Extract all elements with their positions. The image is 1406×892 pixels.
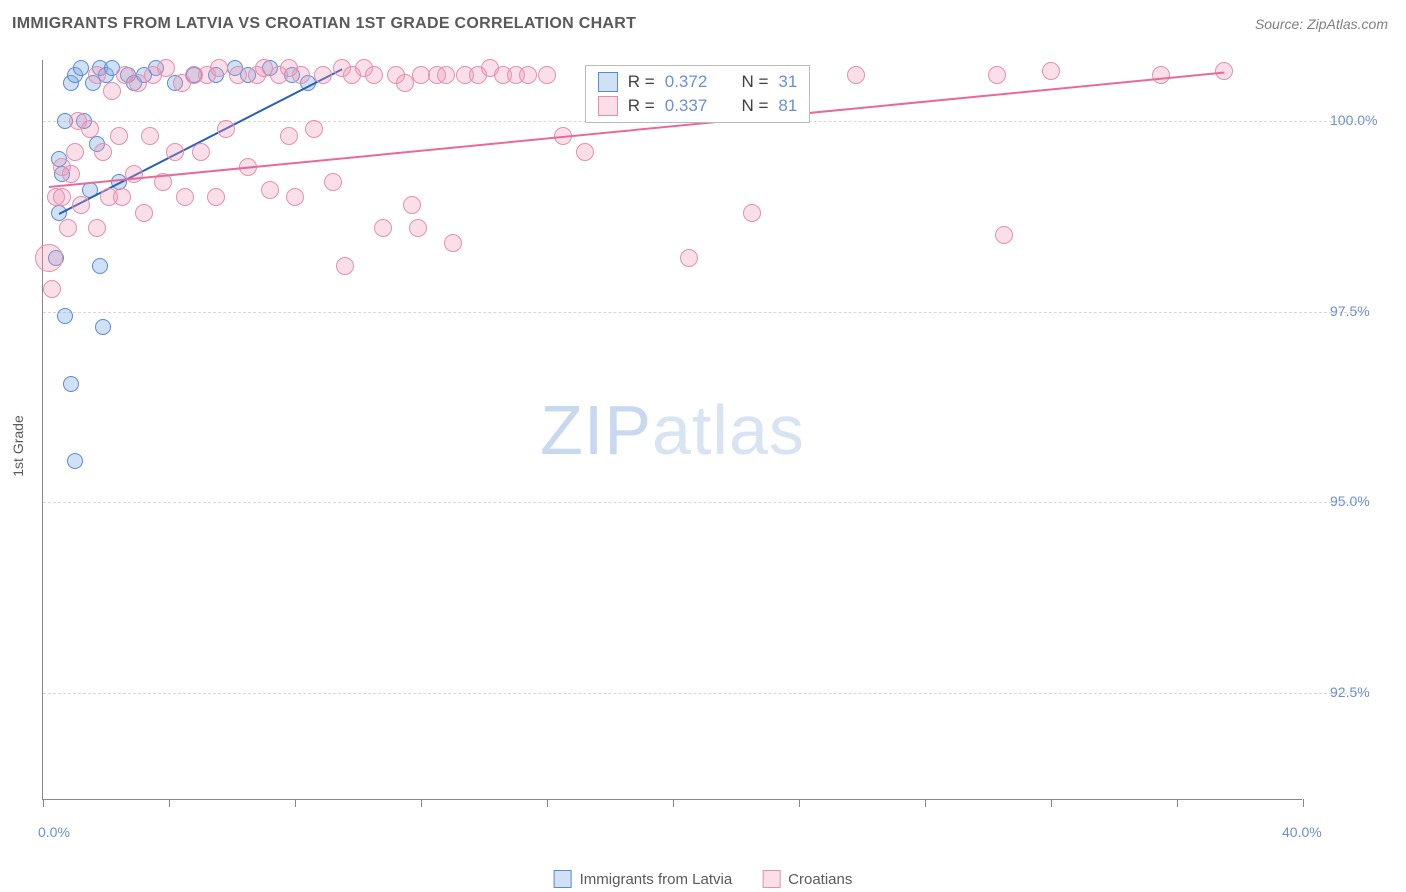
gridline-h <box>43 312 1362 313</box>
y-axis-label: 1st Grade <box>10 415 26 476</box>
data-point <box>1042 62 1060 80</box>
data-point <box>88 66 106 84</box>
data-point <box>988 66 1006 84</box>
data-point <box>125 165 143 183</box>
x-tick <box>1177 799 1178 807</box>
data-point <box>229 66 247 84</box>
data-point <box>743 204 761 222</box>
bottom-legend: Immigrants from Latvia Croatians <box>554 870 853 888</box>
data-point <box>217 120 235 138</box>
data-point <box>103 82 121 100</box>
data-point <box>519 66 537 84</box>
data-point <box>336 257 354 275</box>
watermark: ZIPatlas <box>540 390 805 470</box>
data-point <box>88 219 106 237</box>
data-point <box>166 143 184 161</box>
data-point <box>110 127 128 145</box>
chart-title: IMMIGRANTS FROM LATVIA VS CROATIAN 1ST G… <box>12 15 636 33</box>
data-point <box>680 249 698 267</box>
x-tick <box>295 799 296 807</box>
x-tick <box>43 799 44 807</box>
x-tick <box>1051 799 1052 807</box>
data-point <box>314 66 332 84</box>
gridline-h <box>43 502 1362 503</box>
data-point <box>538 66 556 84</box>
data-point <box>94 143 112 161</box>
data-point <box>92 258 108 274</box>
data-point <box>409 219 427 237</box>
data-point <box>53 188 71 206</box>
gridline-h <box>43 693 1362 694</box>
legend-item: Immigrants from Latvia <box>554 870 733 888</box>
data-point <box>995 226 1013 244</box>
x-tick <box>547 799 548 807</box>
data-point <box>292 66 310 84</box>
data-point <box>261 181 279 199</box>
legend-swatch <box>598 72 618 92</box>
data-point <box>57 308 73 324</box>
y-tick-label: 95.0% <box>1330 493 1370 509</box>
legend-swatch <box>554 870 572 888</box>
data-point <box>67 453 83 469</box>
stat-row: R = 0.337 N = 81 <box>598 94 798 118</box>
x-tick <box>925 799 926 807</box>
data-point <box>403 196 421 214</box>
legend-item: Croatians <box>762 870 852 888</box>
x-tick-label-right: 40.0% <box>1282 824 1322 840</box>
data-point <box>192 143 210 161</box>
data-point <box>95 319 111 335</box>
data-point <box>374 219 392 237</box>
data-point <box>576 143 594 161</box>
y-tick-label: 92.5% <box>1330 684 1370 700</box>
data-point <box>141 127 159 145</box>
legend-label: Immigrants from Latvia <box>580 871 733 888</box>
data-point <box>210 59 228 77</box>
x-tick <box>673 799 674 807</box>
chart-source: Source: ZipAtlas.com <box>1255 16 1388 32</box>
data-point <box>847 66 865 84</box>
data-point <box>176 188 194 206</box>
x-tick <box>799 799 800 807</box>
data-point <box>59 219 77 237</box>
x-tick-label-left: 0.0% <box>38 824 70 840</box>
data-point <box>305 120 323 138</box>
data-point <box>43 280 61 298</box>
y-tick-label: 97.5% <box>1330 303 1370 319</box>
data-point <box>157 59 175 77</box>
x-tick <box>1303 799 1304 807</box>
correlation-stat-box: R = 0.372 N = 31R = 0.337 N = 81 <box>585 65 811 123</box>
y-tick-label: 100.0% <box>1330 112 1377 128</box>
data-point <box>73 60 89 76</box>
legend-swatch <box>762 870 780 888</box>
data-point <box>324 173 342 191</box>
data-point <box>62 165 80 183</box>
data-point <box>280 127 298 145</box>
x-tick <box>421 799 422 807</box>
data-point <box>35 244 63 272</box>
data-point <box>66 143 84 161</box>
stat-row: R = 0.372 N = 31 <box>598 70 798 94</box>
data-point <box>286 188 304 206</box>
data-point <box>135 204 153 222</box>
data-point <box>63 376 79 392</box>
data-point <box>444 234 462 252</box>
data-point <box>113 188 131 206</box>
data-point <box>72 196 90 214</box>
scatter-plot-area: ZIPatlas R = 0.372 N = 31R = 0.337 N = 8… <box>42 60 1302 800</box>
data-point <box>1152 66 1170 84</box>
chart-header: IMMIGRANTS FROM LATVIA VS CROATIAN 1ST G… <box>0 0 1406 48</box>
legend-swatch <box>598 96 618 116</box>
data-point <box>365 66 383 84</box>
data-point <box>207 188 225 206</box>
data-point <box>437 66 455 84</box>
x-tick <box>169 799 170 807</box>
data-point <box>81 120 99 138</box>
legend-label: Croatians <box>788 871 852 888</box>
